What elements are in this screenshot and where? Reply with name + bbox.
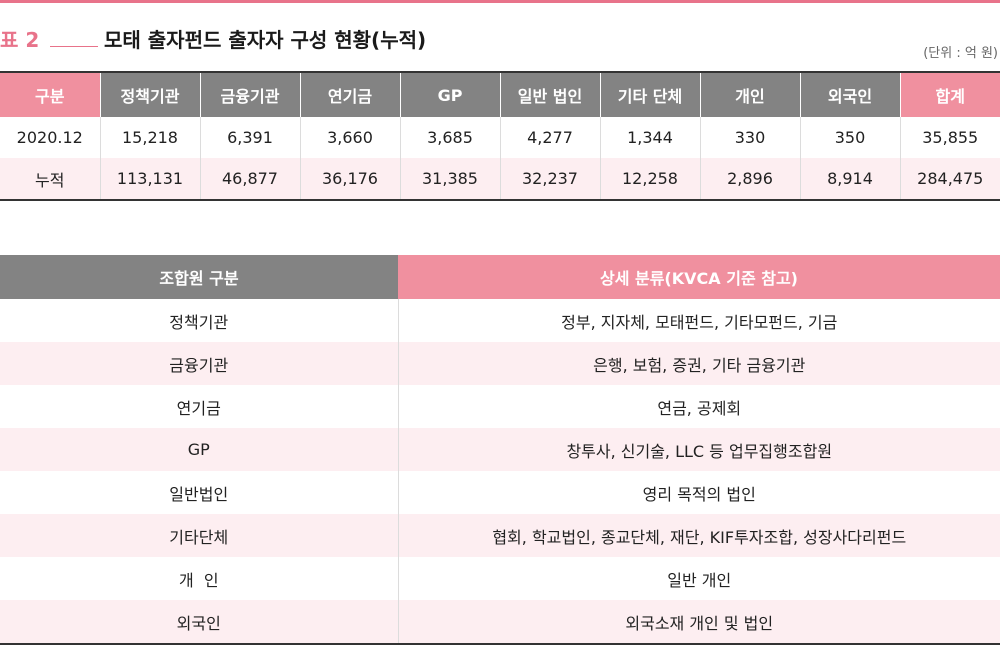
table-cell: 3,685 bbox=[400, 117, 501, 158]
category-detail-cell: 연금, 공제회 bbox=[398, 385, 1000, 428]
category-name-cell: 기타단체 bbox=[0, 514, 399, 557]
table-cell: 12,258 bbox=[600, 158, 701, 200]
table-cell: 2020.12 bbox=[0, 117, 101, 158]
category-header-row: 조합원 구분 상세 분류(KVCA 기준 참고) bbox=[0, 255, 1000, 299]
table-cell: 46,877 bbox=[200, 158, 301, 200]
table-title: 모태 출자펀드 출자자 구성 현황(누적) bbox=[104, 28, 427, 52]
table-cell: 350 bbox=[800, 117, 901, 158]
summary-header-cell: 금융기관 bbox=[200, 72, 301, 117]
table-row: GP 창투사, 신기술, LLC 등 업무집행조합원 bbox=[0, 428, 1000, 471]
table-cell: 4,277 bbox=[500, 117, 601, 158]
category-table: 조합원 구분 상세 분류(KVCA 기준 참고) 정책기관 정부, 지자체, 모… bbox=[0, 255, 1000, 645]
table-cell: 32,237 bbox=[500, 158, 601, 200]
category-name-cell: 금융기관 bbox=[0, 342, 399, 385]
category-name-cell: 개 인 bbox=[0, 557, 399, 600]
category-header-cell: 조합원 구분 bbox=[0, 255, 398, 299]
category-name-cell: 정책기관 bbox=[0, 299, 399, 342]
table-cell: 누적 bbox=[0, 158, 101, 200]
table-cell: 31,385 bbox=[400, 158, 501, 200]
table-row: 연기금 연금, 공제회 bbox=[0, 385, 1000, 428]
table-cell: 6,391 bbox=[200, 117, 301, 158]
table-row: 외국인 외국소재 개인 및 법인 bbox=[0, 600, 1000, 644]
category-detail-cell: 협회, 학교법인, 종교단체, 재단, KIF투자조합, 성장사다리펀드 bbox=[398, 514, 1000, 557]
summary-header-cell: 정책기관 bbox=[100, 72, 201, 117]
category-detail-cell: 외국소재 개인 및 법인 bbox=[398, 600, 1000, 644]
table-row: 기타단체 협회, 학교법인, 종교단체, 재단, KIF투자조합, 성장사다리펀… bbox=[0, 514, 1000, 557]
table-number-label: 표 2 bbox=[0, 28, 40, 52]
summary-header-cell: 외국인 bbox=[800, 72, 901, 117]
summary-header-row: 구분 정책기관 금융기관 연기금 GP 일반 법인 기타 단체 개인 외국인 합… bbox=[0, 72, 1000, 117]
category-detail-cell: 정부, 지자체, 모태펀드, 기타모펀드, 기금 bbox=[398, 299, 1000, 342]
summary-header-cell: 일반 법인 bbox=[500, 72, 601, 117]
table-row: 개 인 일반 개인 bbox=[0, 557, 1000, 600]
category-detail-cell: 일반 개인 bbox=[398, 557, 1000, 600]
table-cell: 2,896 bbox=[700, 158, 801, 200]
summary-header-cell: 연기금 bbox=[300, 72, 401, 117]
category-name-cell: 연기금 bbox=[0, 385, 399, 428]
table-cell: 35,855 bbox=[900, 117, 1000, 158]
table-title-row: 표 2 모태 출자펀드 출자자 구성 현황(누적) (단위 : 억 원) bbox=[0, 22, 1000, 61]
category-name-cell: 일반법인 bbox=[0, 471, 399, 514]
category-detail-cell: 영리 목적의 법인 bbox=[398, 471, 1000, 514]
table-row: 누적 113,131 46,877 36,176 31,385 32,237 1… bbox=[0, 158, 1000, 200]
top-accent-rule bbox=[0, 0, 1000, 3]
table-cell: 15,218 bbox=[100, 117, 201, 158]
unit-note: (단위 : 억 원) bbox=[923, 46, 998, 61]
table-row: 2020.12 15,218 6,391 3,660 3,685 4,277 1… bbox=[0, 117, 1000, 158]
table-row: 금융기관 은행, 보험, 증권, 기타 금융기관 bbox=[0, 342, 1000, 385]
category-detail-cell: 은행, 보험, 증권, 기타 금융기관 bbox=[398, 342, 1000, 385]
table-cell: 1,344 bbox=[600, 117, 701, 158]
summary-table: 구분 정책기관 금융기관 연기금 GP 일반 법인 기타 단체 개인 외국인 합… bbox=[0, 71, 1000, 201]
table-row: 일반법인 영리 목적의 법인 bbox=[0, 471, 1000, 514]
category-name-cell: 외국인 bbox=[0, 600, 399, 644]
summary-header-cell: 기타 단체 bbox=[600, 72, 701, 117]
table-cell: 113,131 bbox=[100, 158, 201, 200]
title-dash-divider bbox=[50, 46, 98, 47]
category-detail-cell: 창투사, 신기술, LLC 등 업무집행조합원 bbox=[398, 428, 1000, 471]
table-cell: 36,176 bbox=[300, 158, 401, 200]
table-cell: 8,914 bbox=[800, 158, 901, 200]
table-cell: 330 bbox=[700, 117, 801, 158]
table-cell: 3,660 bbox=[300, 117, 401, 158]
summary-header-cell: 개인 bbox=[700, 72, 801, 117]
summary-header-cell: GP bbox=[400, 72, 501, 117]
table-row: 정책기관 정부, 지자체, 모태펀드, 기타모펀드, 기금 bbox=[0, 299, 1000, 342]
category-name-cell: GP bbox=[0, 428, 399, 471]
category-header-cell: 상세 분류(KVCA 기준 참고) bbox=[398, 255, 1000, 299]
summary-header-cell: 합계 bbox=[900, 72, 1000, 117]
summary-header-cell: 구분 bbox=[0, 72, 101, 117]
table-cell: 284,475 bbox=[900, 158, 1000, 200]
